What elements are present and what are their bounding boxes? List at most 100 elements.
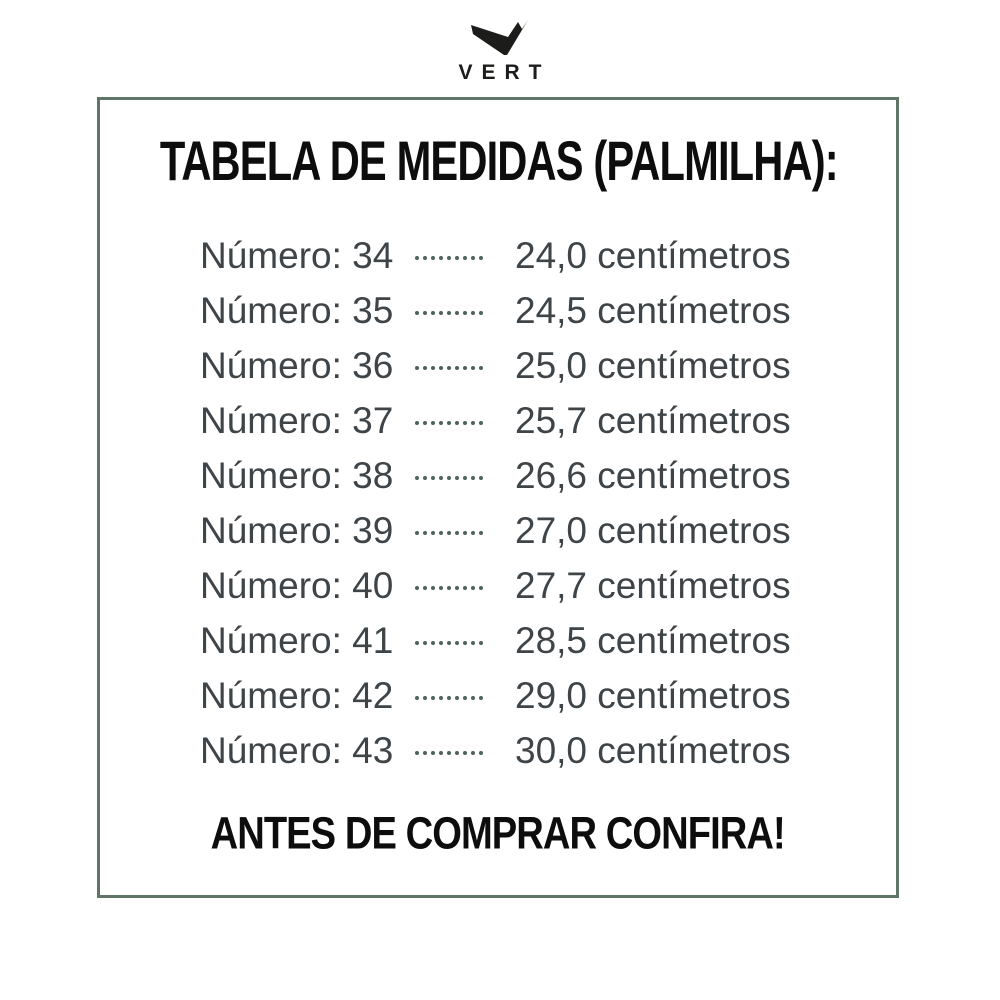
dotted-leader (413, 692, 485, 700)
leader-dot (439, 475, 443, 480)
dotted-leader (413, 747, 485, 755)
dotted-leader (413, 252, 485, 260)
leader-dot (447, 695, 451, 700)
dotted-leader (413, 637, 485, 645)
row-measurement-value: 28,5 centímetros (515, 619, 791, 661)
leader-dot (423, 365, 427, 370)
leader-dot (439, 695, 443, 700)
leader-dot (431, 475, 435, 480)
leader-dot (479, 640, 483, 645)
row-size-label: Número: 38 (200, 454, 394, 496)
row-size-label: Número: 35 (200, 289, 394, 331)
dotted-leader (413, 417, 485, 425)
leader-dot (415, 310, 419, 315)
leader-dot (423, 750, 427, 755)
leader-dot (479, 310, 483, 315)
card-footer: ANTES DE COMPRAR CONFIRA! (100, 807, 896, 860)
dotted-leader (413, 527, 485, 535)
size-table-row: Número: 37 25,7 centímetros (100, 393, 896, 448)
leader-dot (415, 750, 419, 755)
leader-dot (447, 365, 451, 370)
leader-dot (447, 530, 451, 535)
leader-dot (463, 585, 467, 590)
leader-dot (471, 530, 475, 535)
leader-dot (447, 255, 451, 260)
leader-dot (447, 640, 451, 645)
size-table-row: Número: 43 30,0 centímetros (100, 723, 896, 778)
leader-dot (463, 365, 467, 370)
row-measurement-value: 25,7 centímetros (515, 399, 791, 441)
leader-dot (479, 255, 483, 260)
leader-dot (423, 640, 427, 645)
leader-dot (439, 530, 443, 535)
leader-dot (423, 310, 427, 315)
leader-dot (447, 420, 451, 425)
leader-dot (463, 310, 467, 315)
row-measurement-value: 26,6 centímetros (515, 454, 791, 496)
dotted-leader (413, 472, 485, 480)
leader-dot (439, 750, 443, 755)
leader-dot (479, 585, 483, 590)
leader-dot (479, 530, 483, 535)
leader-dot (471, 310, 475, 315)
row-size-label: Número: 34 (200, 234, 394, 276)
leader-dot (415, 365, 419, 370)
leader-dot (415, 530, 419, 535)
vert-v-logo-icon (471, 20, 528, 55)
leader-dot (439, 365, 443, 370)
leader-dot (455, 695, 459, 700)
leader-dot (439, 420, 443, 425)
brand-name: VERT (458, 61, 551, 84)
leader-dot (455, 530, 459, 535)
size-table-row: Número: 39 27,0 centímetros (100, 503, 896, 558)
row-size-label: Número: 39 (200, 509, 394, 551)
leader-dot (463, 255, 467, 260)
leader-dot (415, 695, 419, 700)
dotted-leader (413, 582, 485, 590)
leader-dot (431, 640, 435, 645)
leader-dot (463, 420, 467, 425)
leader-dot (439, 310, 443, 315)
leader-dot (471, 640, 475, 645)
leader-dot (455, 420, 459, 425)
leader-dot (479, 420, 483, 425)
row-measurement-value: 24,5 centímetros (515, 289, 791, 331)
row-size-label: Número: 41 (200, 619, 394, 661)
leader-dot (455, 365, 459, 370)
card-title: TABELA DE MEDIDAS (PALMILHA): (100, 131, 896, 192)
leader-dot (463, 530, 467, 535)
leader-dot (447, 310, 451, 315)
leader-dot (471, 365, 475, 370)
leader-dot (415, 255, 419, 260)
row-size-label: Número: 42 (200, 674, 394, 716)
leader-dot (471, 475, 475, 480)
leader-dot (463, 750, 467, 755)
leader-dot (447, 475, 451, 480)
row-size-label: Número: 37 (200, 399, 394, 441)
row-size-label: Número: 36 (200, 344, 394, 386)
leader-dot (471, 585, 475, 590)
leader-dot (431, 695, 435, 700)
leader-dot (415, 475, 419, 480)
leader-dot (471, 255, 475, 260)
leader-dot (439, 585, 443, 590)
row-measurement-value: 25,0 centímetros (515, 344, 791, 386)
leader-dot (463, 640, 467, 645)
row-size-label: Número: 40 (200, 564, 394, 606)
leader-dot (439, 640, 443, 645)
leader-dot (431, 750, 435, 755)
leader-dot (431, 530, 435, 535)
leader-dot (431, 585, 435, 590)
dotted-leader (413, 362, 485, 370)
leader-dot (415, 640, 419, 645)
leader-dot (455, 310, 459, 315)
size-table-row: Número: 34 24,0 centímetros (100, 228, 896, 283)
leader-dot (423, 695, 427, 700)
leader-dot (471, 750, 475, 755)
row-measurement-value: 29,0 centímetros (515, 674, 791, 716)
row-size-label: Número: 43 (200, 729, 394, 771)
size-table-row: Número: 36 25,0 centímetros (100, 338, 896, 393)
leader-dot (471, 695, 475, 700)
card-footer-text: ANTES DE COMPRAR CONFIRA! (210, 807, 786, 859)
leader-dot (455, 585, 459, 590)
